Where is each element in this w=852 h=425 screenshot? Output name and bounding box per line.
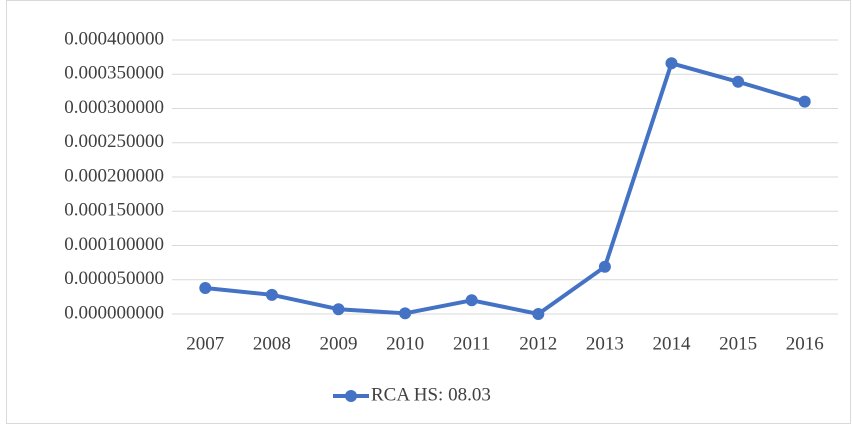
y-tick-label: 0.000250000	[64, 131, 164, 152]
data-line	[203, 61, 807, 316]
data-point	[399, 307, 412, 320]
y-tick-label: 0.000200000	[64, 165, 164, 186]
data-point	[798, 95, 811, 108]
data-point	[665, 57, 678, 70]
y-tick-label: 0.000300000	[64, 97, 164, 118]
y-tick-label: 0.000000000	[64, 302, 164, 323]
data-point	[199, 281, 212, 294]
x-tick-label: 2013	[586, 333, 624, 354]
data-point	[265, 288, 278, 301]
x-tick-label: 2014	[653, 333, 692, 354]
data-point	[598, 260, 611, 273]
y-tick-label: 0.000150000	[64, 200, 164, 221]
data-point	[732, 75, 745, 88]
chart-border	[6, 0, 851, 424]
legend-swatch-marker	[345, 390, 357, 402]
x-tick-label: 2016	[786, 333, 824, 354]
y-tick-label: 0.000350000	[64, 63, 164, 84]
x-tick-label: 2007	[186, 333, 224, 354]
x-tick-label: 2015	[719, 333, 757, 354]
x-tick-label: 2011	[453, 333, 490, 354]
data-point	[532, 308, 545, 320]
x-tick-label: 2008	[253, 333, 291, 354]
y-tick-label: 0.000050000	[64, 268, 164, 289]
y-tick-label: 0.000100000	[64, 234, 164, 255]
data-point	[465, 294, 478, 307]
y-tick-label: 0.000400000	[64, 28, 164, 49]
x-tick-label: 2012	[519, 333, 557, 354]
x-tick-label: 2010	[386, 333, 424, 354]
legend-label: RCA HS: 08.03	[371, 384, 491, 405]
data-point	[332, 303, 345, 316]
x-tick-label: 2009	[320, 333, 358, 354]
